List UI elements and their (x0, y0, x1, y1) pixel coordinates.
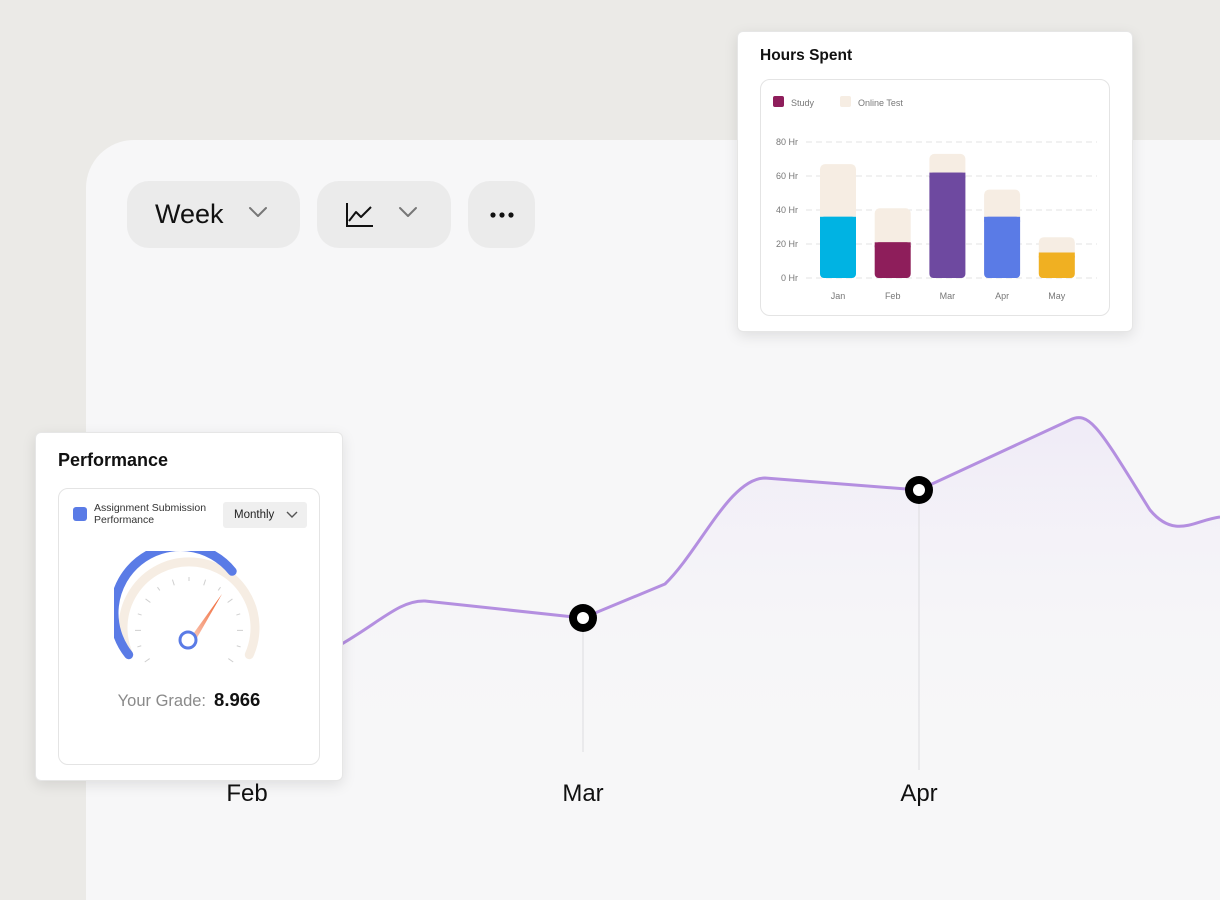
y-tick-label: 0 Hr (781, 273, 798, 283)
gauge-hub (180, 632, 196, 648)
grade-value: 8.966 (214, 689, 260, 710)
y-tick-label: 40 Hr (776, 205, 798, 215)
x-tick-label: Feb (885, 291, 901, 301)
mar-data-point[interactable] (569, 604, 597, 632)
bar-study-feb (875, 242, 911, 278)
x-tick-label: Mar (940, 291, 956, 301)
grade-label: Your Grade: (118, 692, 206, 710)
x-tick-label: Apr (995, 291, 1009, 301)
period-label: Week (155, 199, 224, 230)
hours-spent-title: Hours Spent (760, 47, 852, 65)
gauge-tick (138, 614, 142, 615)
apr-data-point[interactable] (905, 476, 933, 504)
gauge-tick (145, 659, 150, 662)
gauge-tick (146, 599, 151, 603)
chevron-down-icon (398, 205, 418, 219)
hours-spent-bar-chart: Study Online Test 0 Hr 20 Hr 40 Hr 60 Hr 80 Hr… (761, 80, 1109, 315)
gauge-tick (236, 614, 240, 615)
month-label-feb: Feb (226, 780, 267, 808)
bar-study-top-may (1039, 253, 1075, 258)
performance-card: Performance Assignment Submission Perfor… (35, 432, 343, 781)
bar-study-top-feb (875, 242, 911, 247)
bar-study-jan (820, 217, 856, 278)
bar-study-top-mar (929, 173, 965, 178)
legend-label-study: Study (791, 98, 815, 108)
chart-type-dropdown[interactable] (317, 181, 451, 248)
legend-label-online-test: Online Test (858, 98, 903, 108)
gauge-tick (204, 580, 206, 586)
chevron-down-icon (248, 205, 268, 219)
bar-study-apr (984, 217, 1020, 278)
bar-study-mar (929, 173, 965, 278)
gauge-tick (218, 587, 220, 590)
legend-label: Assignment Submission Performance (94, 502, 219, 526)
hours-spent-chart-container: Study Online Test 0 Hr 20 Hr 40 Hr 60 Hr 80 Hr… (760, 79, 1110, 316)
y-tick-label: 80 Hr (776, 137, 798, 147)
gauge-tick (137, 646, 141, 647)
grade-row: Your Grade: 8.966 (59, 689, 319, 711)
grade-gauge (114, 551, 264, 671)
gauge-tick (228, 599, 233, 603)
bar-study-top-jan (820, 217, 856, 222)
gauge-tick (228, 659, 233, 662)
x-tick-label: Jan (831, 291, 846, 301)
legend-swatch-study (773, 96, 784, 107)
more-options-button[interactable] (468, 181, 535, 248)
gauge-tick (172, 580, 174, 586)
hours-spent-card: Hours Spent Study Online Test 0 Hr 20 Hr 40 … (737, 31, 1133, 332)
area-fill (300, 418, 1220, 760)
legend-swatch-online-test (840, 96, 851, 107)
more-horizontal-icon (489, 211, 515, 219)
legend-swatch (73, 507, 87, 521)
month-label-apr: Apr (900, 780, 937, 808)
performance-title: Performance (58, 450, 168, 471)
y-tick-label: 60 Hr (776, 171, 798, 181)
x-tick-label: May (1048, 291, 1066, 301)
line-chart-icon (345, 201, 375, 229)
performance-inner-panel: Assignment Submission Performance Monthl… (58, 488, 320, 765)
gauge-tick (237, 646, 241, 647)
y-tick-label: 20 Hr (776, 239, 798, 249)
performance-period-dropdown[interactable]: Monthly (223, 502, 307, 528)
chevron-down-icon (286, 511, 298, 519)
period-dropdown[interactable]: Week (127, 181, 300, 248)
month-label-mar: Mar (562, 780, 603, 808)
dropdown-value: Monthly (234, 509, 274, 521)
gauge-tick (157, 587, 159, 590)
bar-study-top-apr (984, 217, 1020, 222)
